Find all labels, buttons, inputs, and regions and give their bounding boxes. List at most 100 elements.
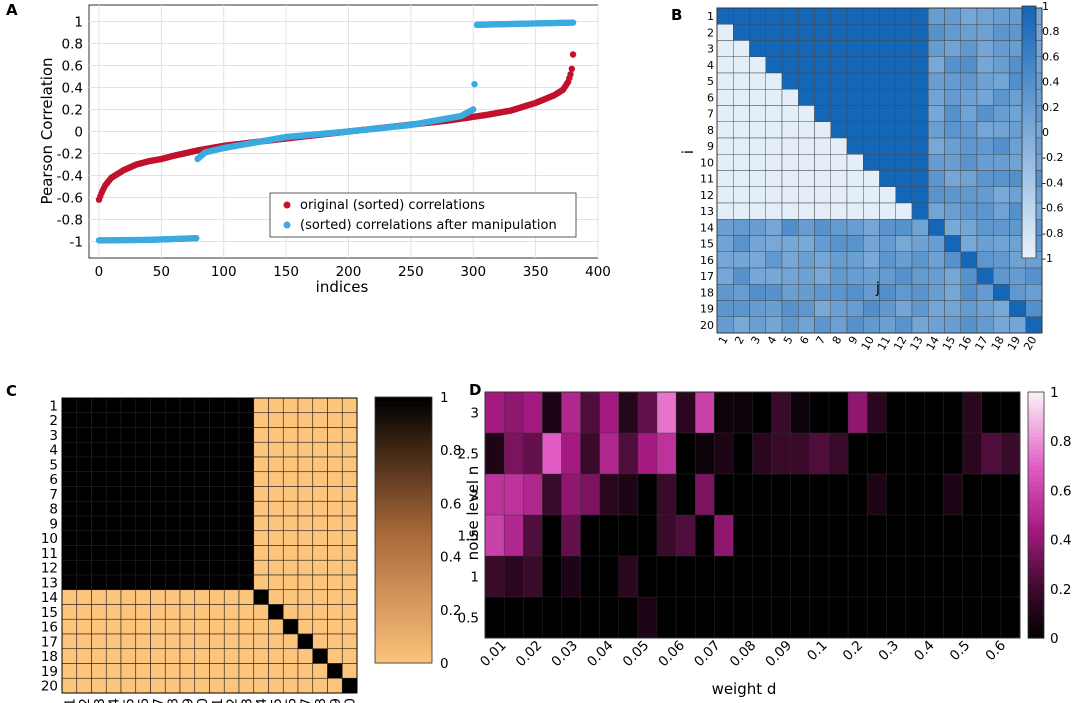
- heatmap-cell: [618, 391, 639, 434]
- heatmap-cell: [798, 219, 815, 236]
- heatmap-cell: [814, 202, 831, 220]
- heatmap-cell: [911, 170, 929, 187]
- colorbar-step: [375, 432, 432, 438]
- heatmap-cell: [209, 471, 225, 487]
- heatmap-cell: [960, 56, 978, 74]
- colorbar-step: [375, 623, 432, 629]
- heatmap-cell: [164, 412, 181, 428]
- heatmap-cell: [618, 514, 639, 557]
- colorbar-step: [1022, 90, 1036, 95]
- y-tick-label: -0.4: [57, 169, 83, 185]
- colorbar-step: [1022, 203, 1036, 209]
- heatmap-cell: [599, 432, 620, 475]
- heatmap-cell: [618, 555, 639, 598]
- heatmap-cell: [150, 633, 166, 650]
- col-label: 14: [254, 698, 270, 703]
- heatmap-cell: [253, 427, 269, 443]
- heatmap-cell: [76, 677, 92, 694]
- heatmap-cell: [944, 202, 961, 220]
- colorbar-step: [375, 605, 432, 611]
- col-label: 3: [92, 698, 108, 703]
- heatmap-cell: [928, 202, 945, 220]
- heatmap-cell: [542, 514, 562, 557]
- heatmap-cell: [814, 251, 831, 269]
- colorbar-step: [375, 397, 432, 403]
- heatmap-cell: [580, 596, 601, 639]
- col-label: 18: [989, 334, 1007, 353]
- colorbar-step: [1022, 161, 1036, 167]
- colorbar-step: [1028, 564, 1044, 569]
- heatmap-cell: [911, 316, 929, 334]
- heatmap-cell: [91, 515, 107, 532]
- heatmap-cell: [886, 391, 906, 434]
- heatmap-cell: [911, 137, 929, 155]
- colorbar-tick-label: 0.6: [440, 496, 461, 512]
- heatmap-cell: [694, 596, 715, 639]
- colorbar-step: [375, 578, 432, 584]
- heatmap-cell: [846, 40, 864, 57]
- heatmap-cell: [135, 471, 151, 487]
- row-label: 10: [41, 531, 58, 547]
- heatmap-cell: [656, 555, 677, 598]
- heatmap-cell: [209, 427, 225, 443]
- heatmap-cell: [238, 486, 255, 502]
- heatmap-cell: [716, 105, 734, 122]
- heatmap-cell: [61, 412, 78, 428]
- y-tick-label: -0.2: [57, 147, 83, 163]
- col-label: 0.04: [584, 638, 617, 671]
- heatmap-cell: [135, 427, 151, 443]
- heatmap-cell: [960, 186, 978, 204]
- heatmap-cell: [765, 154, 783, 171]
- heatmap-cell: [765, 235, 783, 252]
- heatmap-cell: [847, 514, 868, 557]
- heatmap-cell: [76, 648, 92, 664]
- heatmap-cell: [120, 515, 137, 532]
- row-label: 1: [49, 398, 58, 414]
- heatmap-cell: [179, 559, 196, 576]
- colorbar-step: [1022, 174, 1036, 179]
- heatmap-cell: [962, 432, 983, 475]
- heatmap-cell: [223, 427, 240, 443]
- heatmap-cell: [268, 574, 284, 591]
- colorbar-step: [375, 423, 432, 429]
- heatmap-cell: [846, 316, 864, 334]
- heatmap-cell: [928, 235, 945, 252]
- heatmap-cell: [798, 154, 815, 171]
- heatmap-cell: [312, 471, 328, 487]
- heatmap-cell: [105, 500, 122, 517]
- col-label: 0.3: [875, 638, 902, 665]
- heatmap-cell: [209, 397, 225, 414]
- heatmap-cell: [798, 186, 815, 204]
- heatmap-cell: [282, 559, 299, 576]
- heatmap-cell: [765, 121, 783, 139]
- heatmap-cell: [944, 154, 961, 171]
- heatmap-cell: [327, 486, 343, 502]
- colorbar-step: [375, 525, 432, 531]
- heatmap-cell: [1025, 300, 1043, 317]
- heatmap-cell: [253, 441, 269, 458]
- heatmap-cell: [943, 596, 964, 639]
- heatmap-cell: [976, 284, 994, 301]
- heatmap-cell: [61, 633, 78, 650]
- heatmap-cell: [863, 72, 880, 90]
- scatter-ticks: 0 50 100 150 200 250 300 350 400 -1 -0.8 -0.6 -0.4 -0…: [57, 15, 611, 281]
- heatmap-cell: [960, 316, 978, 334]
- heatmap-cell: [716, 121, 734, 139]
- colorbar-step: [1028, 392, 1044, 397]
- scatter-point: [567, 71, 574, 78]
- colorbar-step: [1022, 10, 1036, 15]
- heatmap-cell: [312, 589, 328, 605]
- heatmap-cell: [781, 186, 799, 204]
- heatmap-cell: [814, 154, 831, 171]
- heatmap-cell: [960, 219, 978, 236]
- heatmap-cell: [928, 56, 945, 74]
- heatmap-cell: [194, 486, 210, 502]
- heatmap-cell: [327, 677, 343, 694]
- heatmap-cell: [976, 56, 994, 74]
- heatmap-cell: [238, 427, 255, 443]
- heatmap-cell: [179, 648, 196, 664]
- heatmap-cell: [879, 219, 896, 236]
- heatmap-cell: [765, 251, 783, 269]
- heatmap-cell: [91, 677, 107, 694]
